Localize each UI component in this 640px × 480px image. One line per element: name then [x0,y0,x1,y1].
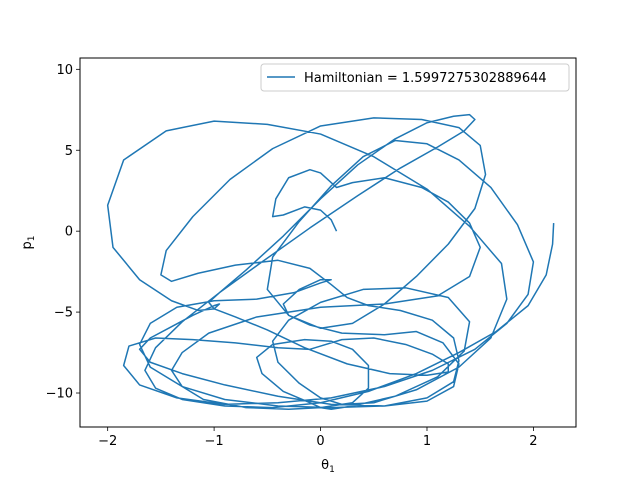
y-tick-label: 10 [56,63,73,78]
series-line-0 [106,113,555,410]
x-tick-label: 0 [316,434,324,449]
y-tick-label: −5 [54,306,73,321]
plot-area [79,57,577,428]
axes-frame [79,57,577,428]
y-axis-ticks: −10 −5 0 5 10 [46,63,80,402]
y-tick-label: 5 [65,144,73,159]
x-tick-label: −2 [98,434,117,449]
x-tick-label: 2 [529,434,537,449]
x-axis-label: θ1 [321,458,335,475]
x-axis-ticks: −2 −1 0 1 2 [98,427,538,449]
x-tick-label: −1 [205,434,224,449]
legend-entry-label: Hamiltonian = 1.5997275302889644 [304,71,547,86]
x-tick-label: 1 [423,434,431,449]
legend: Hamiltonian = 1.5997275302889644 [260,63,570,92]
legend-box [260,63,570,92]
y-tick-label: −10 [46,387,73,402]
series-layer [106,113,555,410]
y-tick-label: 0 [65,225,73,240]
y-axis-label: p1 [20,236,37,250]
